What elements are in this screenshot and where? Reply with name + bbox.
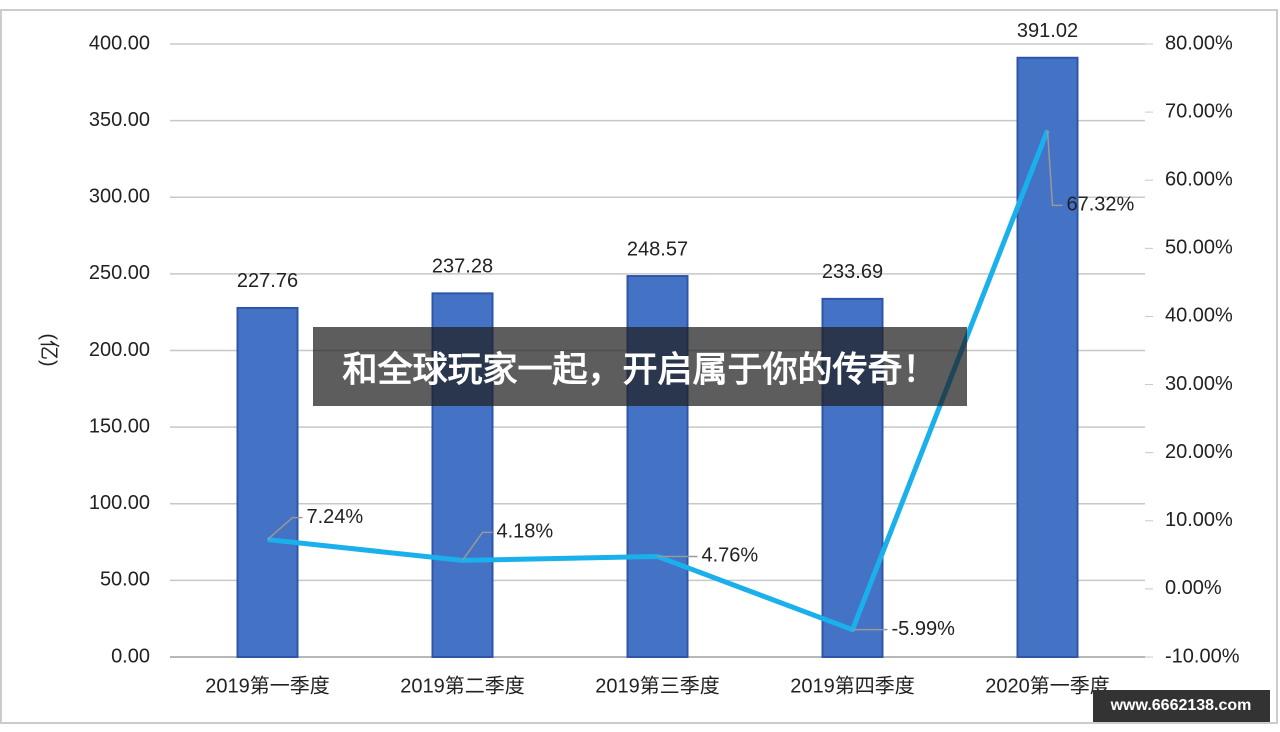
bar-value-label: 233.69 [822, 261, 883, 283]
y-tick-label: 200.00 [89, 339, 150, 361]
y2-tick-label: 10.00% [1165, 509, 1233, 531]
y-tick-label: 300.00 [89, 186, 150, 208]
watermark-text: www.6662138.com [1110, 697, 1252, 714]
banner-bg [313, 327, 967, 406]
x-tick-label: 2020第一季度 [985, 674, 1110, 697]
y2-tick-label: 70.00% [1165, 100, 1233, 122]
bar-value-label: 227.76 [237, 270, 298, 292]
x-tick-label: 2019第四季度 [790, 674, 915, 697]
leader-line [1046, 130, 1063, 207]
line-value-label: 67.32% [1067, 194, 1135, 216]
y-tick-label: 250.00 [89, 262, 150, 284]
line-value-label: 7.24% [307, 506, 364, 528]
y-tick-label: 100.00 [89, 492, 150, 514]
watermark-bg [1093, 690, 1270, 722]
y-tick-label: 50.00 [100, 569, 150, 591]
banner-text: 和全球玩家一起，开启属于你的传奇！ [342, 349, 937, 389]
y-tick-label: 350.00 [89, 109, 150, 131]
x-tick-label: 2019第一季度 [205, 674, 330, 697]
line-value-label: 4.18% [497, 521, 554, 543]
bar-value-label: 391.02 [1017, 20, 1078, 42]
line-value-label: -5.99% [892, 618, 956, 640]
y-tick-label: 400.00 [89, 32, 150, 54]
y2-tick-label: 50.00% [1165, 237, 1233, 259]
y2-tick-label: -10.00% [1165, 645, 1240, 667]
y-tick-label: 150.00 [89, 415, 150, 437]
x-tick-label: 2019第三季度 [595, 674, 720, 697]
y2-tick-label: 80.00% [1165, 32, 1233, 54]
bar [236, 306, 299, 658]
y2-tick-label: 40.00% [1165, 305, 1233, 327]
y2-tick-label: 60.00% [1165, 169, 1233, 191]
y2-tick-label: 30.00% [1165, 373, 1233, 395]
y2-tick-label: 0.00% [1165, 577, 1222, 599]
leader-line [267, 516, 303, 541]
bar [1016, 56, 1079, 659]
y-tick-label: 0.00 [111, 645, 150, 667]
y-axis-label: (亿) [38, 333, 61, 366]
line-value-label: 4.76% [702, 545, 759, 567]
y2-tick-label: 20.00% [1165, 441, 1233, 463]
bar-value-label: 248.57 [627, 238, 688, 260]
x-tick-label: 2019第二季度 [400, 674, 525, 697]
bar-value-label: 237.28 [432, 256, 493, 278]
leader-line [461, 531, 493, 561]
